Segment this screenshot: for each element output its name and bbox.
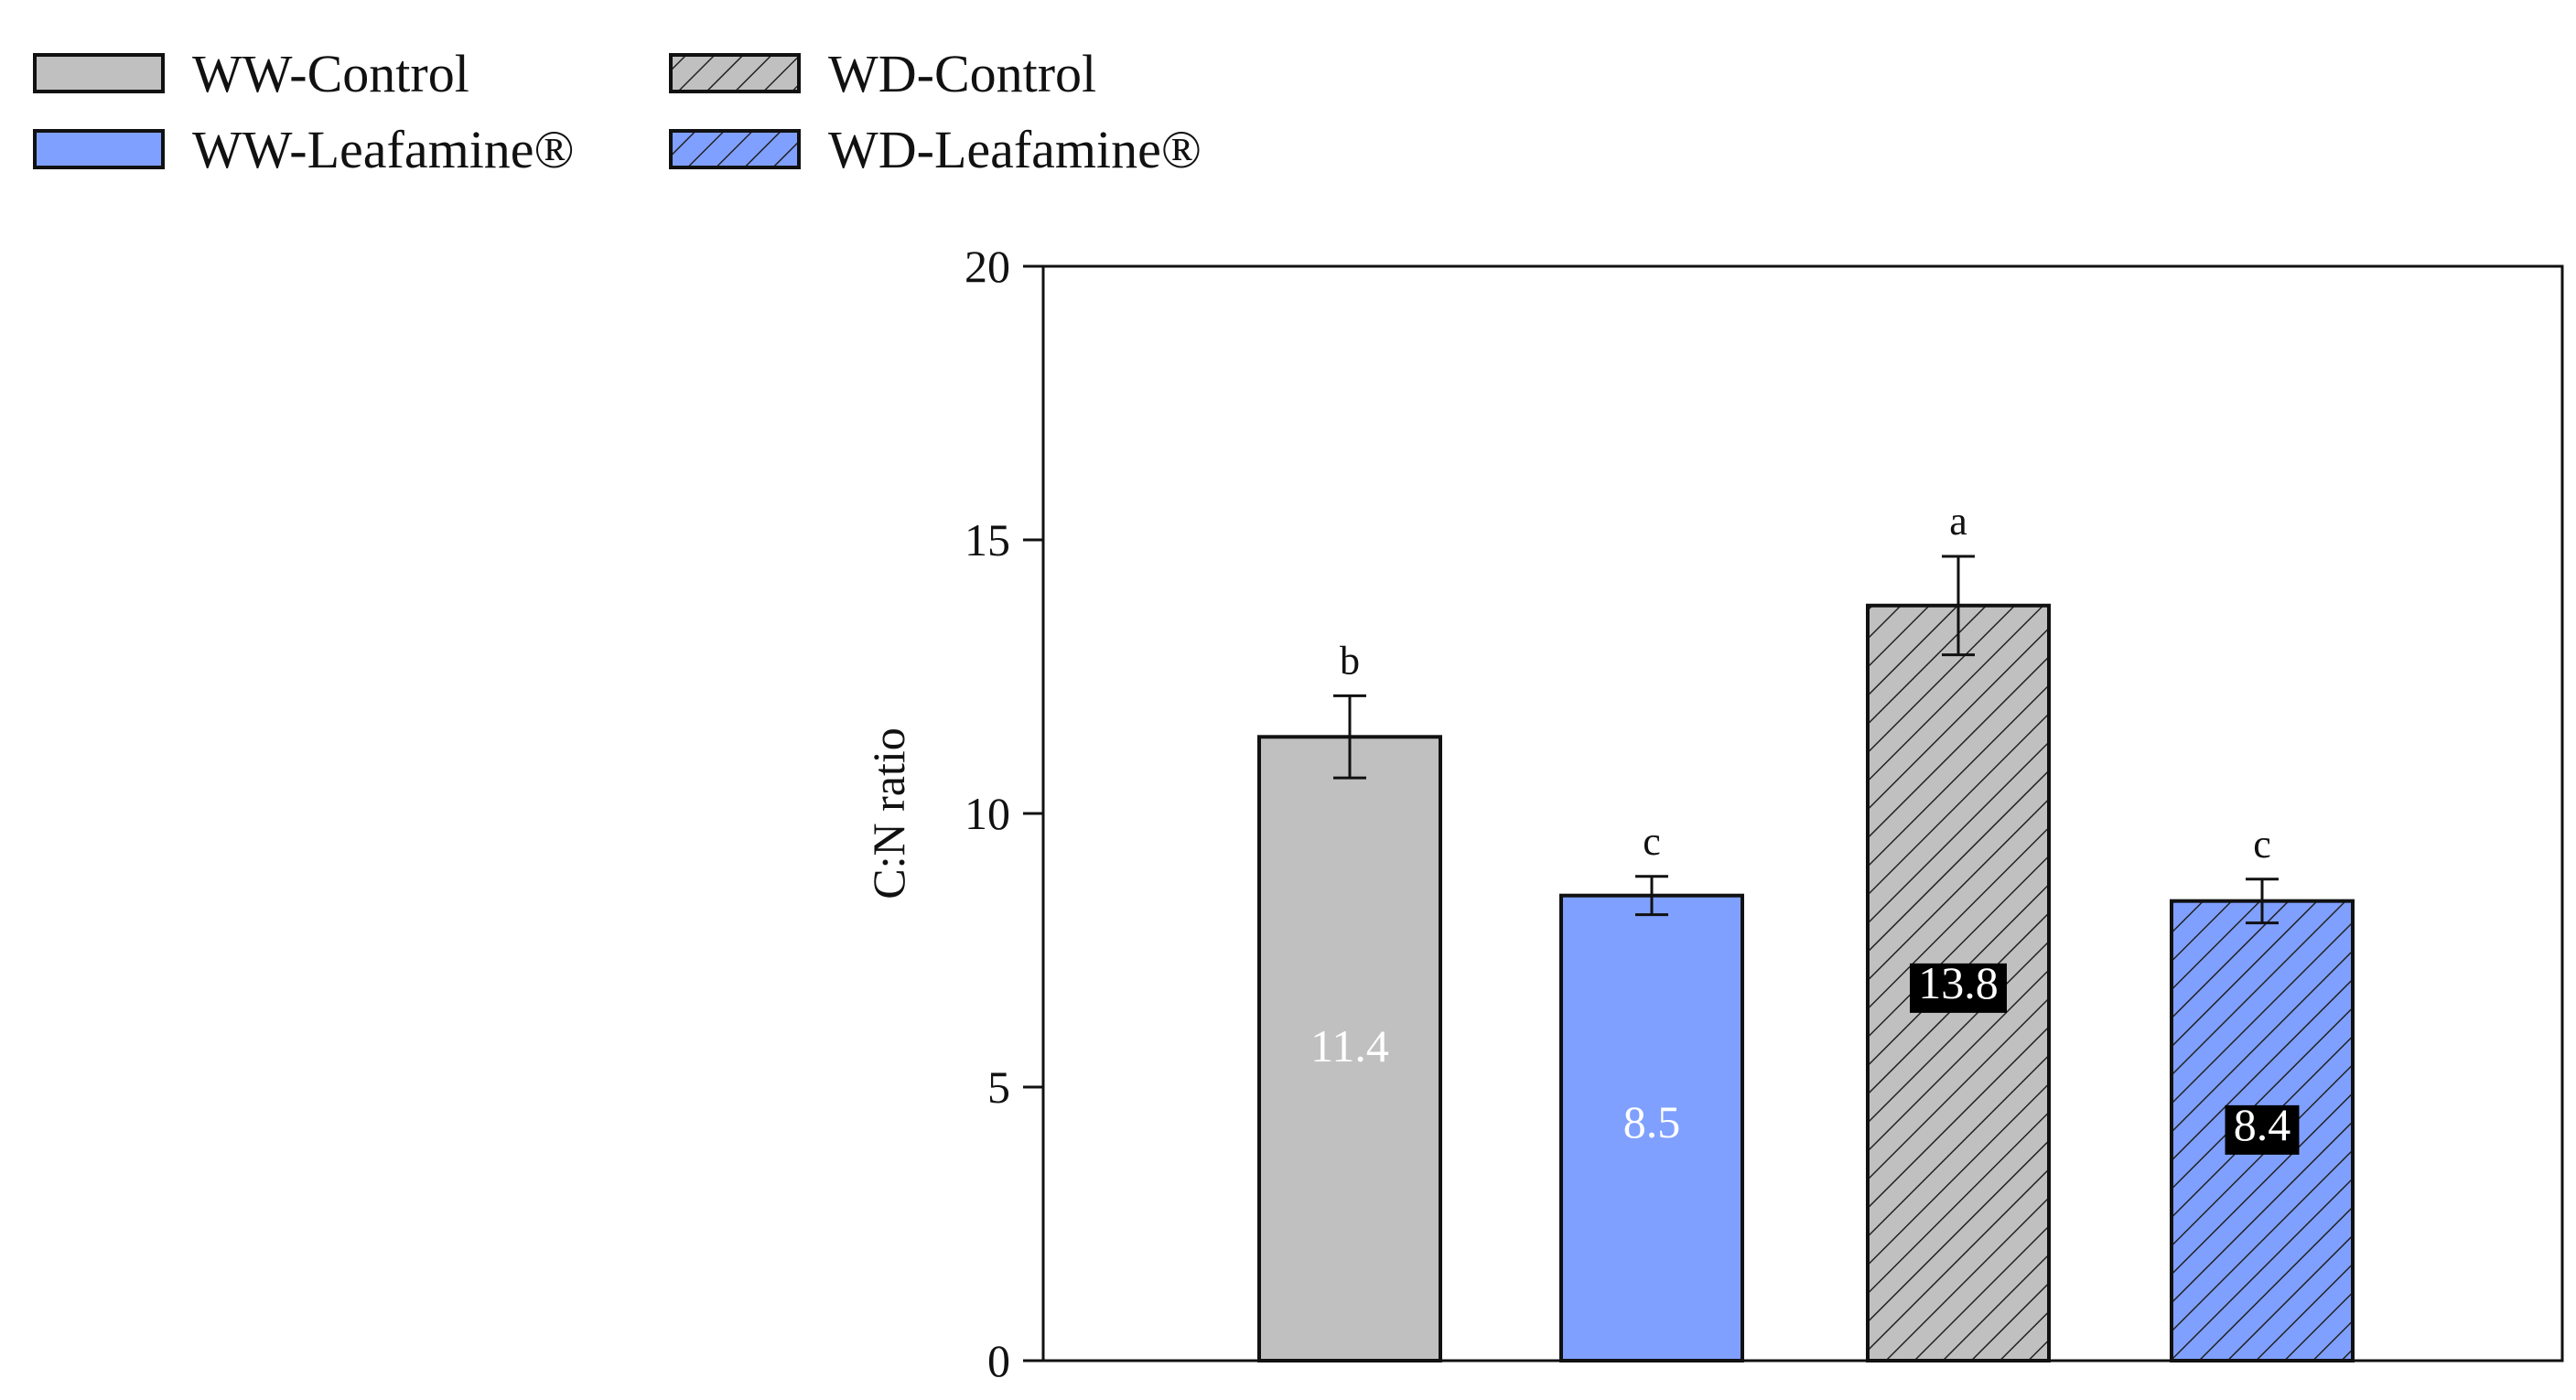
y-tick-label-15: 15 [965, 514, 1010, 565]
y-tick-label-5: 5 [987, 1061, 1010, 1113]
y-tick-label-0: 0 [987, 1335, 1010, 1386]
value-label-wd-control: 13.8 [1918, 957, 1999, 1008]
bars: b 11.4 c 8.5 a 13.8 c 8.4 [1257, 499, 2355, 1362]
y-axis: 0 5 10 15 20 [965, 241, 1043, 1386]
value-label-box-wd-control [1910, 963, 2007, 1013]
significance-letter-wd-control: a [1949, 499, 1967, 544]
y-axis-label: C:N ratio [863, 727, 914, 899]
legend: WW-Control WW-Leafamine® WD-Control WD-L… [33, 44, 1202, 179]
legend-item-wd-leafamine[interactable]: WD-Leafamine® [669, 120, 1202, 179]
legend-item-ww-leafamine[interactable]: WW-Leafamine® [33, 120, 575, 179]
value-label-box-wd-leafamine [2225, 1104, 2300, 1155]
legend-swatch-ww-leafamine [33, 129, 165, 169]
legend-label-ww-control: WW-Control [192, 44, 469, 103]
y-tick-label-20: 20 [965, 241, 1010, 292]
legend-swatch-wd-control [669, 53, 801, 93]
legend-item-ww-control[interactable]: WW-Control [33, 44, 469, 103]
legend-swatch-wd-leafamine [669, 129, 801, 169]
significance-letter-wd-leafamine: c [2253, 822, 2271, 867]
y-tick-label-10: 10 [965, 788, 1010, 839]
value-label-wd-leafamine: 8.4 [2234, 1099, 2291, 1150]
significance-letter-ww-leafamine: c [1643, 819, 1661, 864]
value-label-ww-control: 11.4 [1310, 1020, 1389, 1072]
legend-item-wd-control[interactable]: WD-Control [669, 44, 1096, 103]
legend-label-wd-leafamine: WD-Leafamine® [828, 120, 1202, 179]
legend-swatch-ww-control [33, 53, 165, 93]
value-label-ww-leafamine: 8.5 [1623, 1096, 1681, 1147]
legend-label-ww-leafamine: WW-Leafamine® [192, 120, 575, 179]
legend-label-wd-control: WD-Control [828, 44, 1096, 103]
significance-letter-ww-control: b [1340, 638, 1360, 683]
